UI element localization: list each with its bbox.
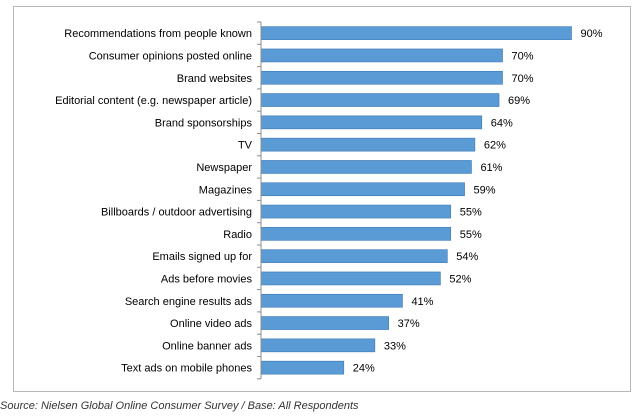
- category-label: Consumer opinions posted online: [89, 50, 252, 62]
- value-label: 55%: [460, 207, 482, 219]
- bar: [260, 271, 441, 286]
- bar: [260, 293, 403, 308]
- category-label: Billboards / outdoor advertising: [101, 207, 252, 219]
- bar: [260, 204, 452, 219]
- bar: [260, 316, 389, 330]
- category-label: Text ads on mobile phones: [121, 363, 252, 375]
- category-label: Editorial content (e.g. newspaper articl…: [55, 95, 252, 107]
- category-label: Recommendations from people known: [64, 28, 252, 40]
- category-label: Ads before movies: [161, 273, 253, 285]
- bar: [260, 249, 448, 263]
- value-label: 41%: [411, 296, 433, 308]
- category-label: Online video ads: [170, 318, 252, 330]
- bars-layer: [260, 26, 572, 375]
- bar: [260, 137, 476, 152]
- bar: [260, 338, 376, 353]
- value-label: 70%: [512, 73, 534, 85]
- bar: [260, 115, 483, 130]
- bar: [260, 48, 503, 63]
- value-label: 54%: [456, 251, 478, 263]
- category-axis-ticks: [257, 21, 261, 380]
- category-label: Emails signed up for: [152, 251, 252, 263]
- value-label: 90%: [581, 28, 603, 40]
- bar: [260, 227, 452, 241]
- category-label: Brand websites: [177, 73, 253, 85]
- category-label: Radio: [223, 229, 252, 241]
- bar: [260, 160, 472, 174]
- category-label: Online banner ads: [162, 340, 252, 352]
- category-label: Newspaper: [196, 162, 252, 174]
- value-label: 59%: [474, 184, 496, 196]
- value-label: 64%: [491, 117, 513, 129]
- value-label: 55%: [460, 229, 482, 241]
- chart-frame: [13, 6, 631, 392]
- value-label: 69%: [508, 95, 530, 107]
- value-label: 70%: [512, 50, 534, 62]
- value-label: 24%: [353, 363, 375, 375]
- bar: [260, 70, 503, 85]
- value-label: 37%: [398, 318, 420, 330]
- value-labels: 90% 70% 70% 69% 64% 62% 61% 59% 55% 55% 54% 52% 41% 3…: [353, 28, 603, 375]
- bar: [260, 26, 572, 40]
- category-labels: Recommendations from people known Consume…: [55, 28, 253, 375]
- value-label: 62%: [484, 140, 506, 152]
- value-label: 52%: [449, 273, 471, 285]
- category-label: Search engine results ads: [125, 296, 253, 308]
- source-note: Source: Nielsen Global Online Consumer S…: [0, 400, 359, 412]
- category-label: TV: [238, 140, 253, 152]
- category-label: Magazines: [199, 184, 253, 196]
- bar: [260, 182, 465, 197]
- value-label: 61%: [480, 162, 502, 174]
- value-label: 33%: [384, 340, 406, 352]
- bar: [260, 360, 345, 375]
- bar: [260, 93, 500, 107]
- bar-chart: Recommendations from people known Consume…: [55, 21, 603, 380]
- category-label: Brand sponsorships: [155, 117, 253, 129]
